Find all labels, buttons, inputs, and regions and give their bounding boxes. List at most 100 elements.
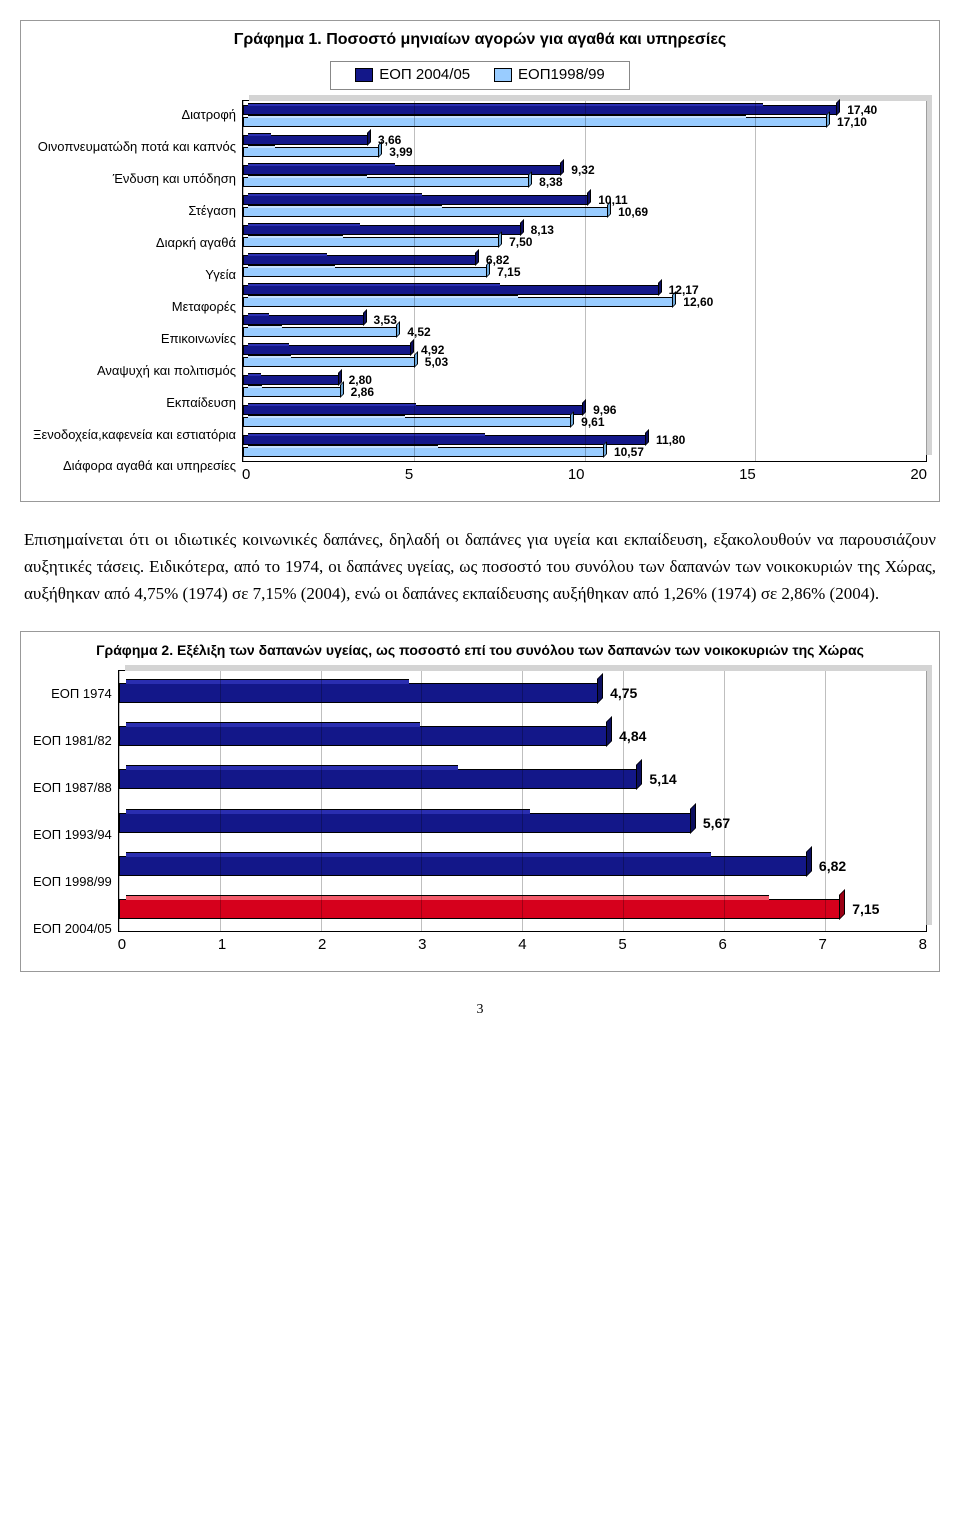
chart2-category-label: ΕΟΠ 1998/99 (33, 861, 112, 903)
chart1-body: Διατροφή Οινοπνευματώδη ποτά και καπνός Έν… (33, 100, 927, 483)
chart2-title: Γράφημα 2. Εξέλιξη των δαπανών υγείας, ω… (33, 642, 927, 658)
chart1-value-label: 12,60 (683, 295, 713, 309)
bar (243, 285, 659, 295)
chart2-x-tick: 0 (118, 936, 126, 953)
chart1-value-label: 9,32 (571, 163, 594, 177)
chart2-x-axis: 0 1 2 3 4 5 6 7 8 (118, 932, 927, 953)
legend-swatch-a (355, 68, 373, 82)
chart1-x-tick: 5 (405, 466, 413, 483)
chart2-category-label: ΕΟΠ 1974 (33, 673, 112, 715)
chart1-y-labels: Διατροφή Οινοπνευματώδη ποτά και καπνός Έν… (33, 100, 242, 483)
bar (243, 375, 339, 385)
chart2-y-labels: ΕΟΠ 1974ΕΟΠ 1981/82ΕΟΠ 1987/88ΕΟΠ 1993/9… (33, 670, 118, 953)
chart1-x-tick: 10 (568, 466, 585, 483)
paragraph-1: Επισημαίνεται ότι οι ιδιωτικές κοινωνικέ… (24, 526, 936, 608)
chart1-category-label: Διαρκή αγαθά (33, 229, 236, 257)
chart2-x-tick: 3 (418, 936, 426, 953)
chart1-category-label: Στέγαση (33, 197, 236, 225)
bar (243, 135, 368, 145)
bar (243, 207, 608, 217)
chart1-value-label: 17,10 (837, 115, 867, 129)
chart2-x-tick: 7 (819, 936, 827, 953)
page-number: 3 (20, 1002, 940, 1018)
chart2-value-label: 6,82 (819, 858, 846, 874)
bar (243, 417, 571, 427)
chart2-value-label: 7,15 (852, 901, 879, 917)
chart1-value-label: 7,50 (509, 235, 532, 249)
chart1-container: Γράφημα 1. Ποσοστό μηνιαίων αγορών για α… (20, 20, 940, 502)
chart1-value-label: 9,61 (581, 415, 604, 429)
bar (243, 345, 411, 355)
chart2-body: ΕΟΠ 1974ΕΟΠ 1981/82ΕΟΠ 1987/88ΕΟΠ 1993/9… (33, 670, 927, 953)
bar (243, 387, 341, 397)
chart1-plot: 17,4017,103,663,999,328,3810,1110,698,13… (242, 100, 927, 462)
chart1-category-label: Μεταφορές (33, 293, 236, 321)
chart2-value-label: 4,84 (619, 728, 646, 744)
bar (243, 315, 364, 325)
chart2-x-tick: 8 (919, 936, 927, 953)
bar (243, 177, 529, 187)
chart1-value-label: 7,15 (497, 265, 520, 279)
chart1-value-label: 10,69 (618, 205, 648, 219)
chart1-category-label: Διατροφή (33, 101, 236, 129)
chart2-x-tick: 6 (718, 936, 726, 953)
bar (119, 899, 840, 919)
chart2-value-label: 5,14 (649, 771, 676, 787)
bar (243, 357, 415, 367)
chart1-title: Γράφημα 1. Ποσοστό μηνιαίων αγορών για α… (33, 31, 927, 49)
chart1-category-label: Οινοπνευματώδη ποτά και καπνός (33, 133, 236, 161)
bar (119, 683, 598, 703)
bar (243, 435, 646, 445)
chart2-x-tick: 5 (618, 936, 626, 953)
chart1-value-label: 8,38 (539, 175, 562, 189)
chart2-category-label: ΕΟΠ 2004/05 (33, 908, 112, 950)
chart1-value-label: 10,57 (614, 445, 644, 459)
legend-item-series-a: ΕΟΠ 2004/05 (355, 66, 470, 83)
bar (243, 267, 487, 277)
chart2-x-tick: 1 (218, 936, 226, 953)
bar (119, 813, 691, 833)
bar (243, 117, 827, 127)
bar (243, 297, 673, 307)
chart2-value-label: 4,75 (610, 685, 637, 701)
chart2-category-label: ΕΟΠ 1981/82 (33, 720, 112, 762)
bar (243, 105, 837, 115)
legend-item-series-b: ΕΟΠ1998/99 (494, 66, 605, 83)
chart1-x-tick: 15 (739, 466, 756, 483)
chart1-value-label: 8,13 (531, 223, 554, 237)
bar (119, 769, 638, 789)
chart1-category-label: Εκπαίδευση (33, 389, 236, 417)
chart1-value-label: 5,03 (425, 355, 448, 369)
chart1-x-tick: 0 (242, 466, 250, 483)
chart1-category-label: Διάφορα αγαθά και υπηρεσίες (33, 452, 236, 480)
legend-label-b: ΕΟΠ1998/99 (518, 66, 605, 83)
chart2-container: Γράφημα 2. Εξέλιξη των δαπανών υγείας, ω… (20, 631, 940, 972)
bar (243, 147, 379, 157)
chart1-legend: ΕΟΠ 2004/05 ΕΟΠ1998/99 (330, 61, 630, 90)
chart1-value-label: 3,53 (374, 313, 397, 327)
chart2-category-label: ΕΟΠ 1987/88 (33, 767, 112, 809)
chart1-category-label: Επικοινωνίες (33, 325, 236, 353)
bar (243, 255, 476, 265)
chart2-value-label: 5,67 (703, 815, 730, 831)
bar (243, 165, 561, 175)
bar (243, 225, 521, 235)
legend-label-a: ΕΟΠ 2004/05 (379, 66, 470, 83)
chart1-x-axis: 0 5 10 15 20 (242, 462, 927, 483)
chart2-x-tick: 2 (318, 936, 326, 953)
chart1-x-tick: 20 (910, 466, 927, 483)
bar (243, 327, 397, 337)
chart1-value-label: 11,80 (656, 433, 685, 447)
chart1-value-label: 3,99 (389, 145, 412, 159)
chart2-x-tick: 4 (518, 936, 526, 953)
chart1-category-label: Ένδυση και υπόδηση (33, 165, 236, 193)
legend-swatch-b (494, 68, 512, 82)
bar (119, 856, 807, 876)
chart1-category-label: Αναψυχή και πολιτισμός (33, 357, 236, 385)
chart2-plot: 4,75 4,84 5,14 5,67 6,82 7,15 (118, 670, 927, 932)
bar (119, 726, 607, 746)
chart1-category-label: Υγεία (33, 261, 236, 289)
bar (243, 447, 604, 457)
bar (243, 195, 588, 205)
bar (243, 237, 499, 247)
